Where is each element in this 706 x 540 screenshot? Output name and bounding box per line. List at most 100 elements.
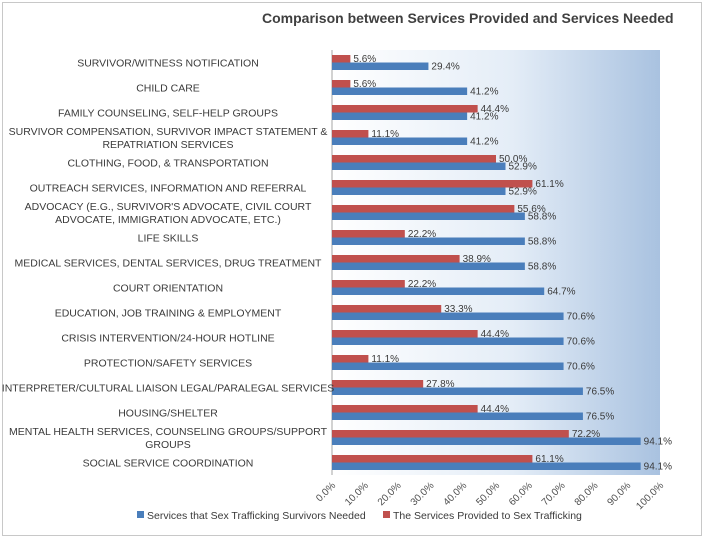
bar-provided <box>332 105 478 113</box>
x-tick-label: 80.0% <box>573 480 601 508</box>
data-label-needed: 64.7% <box>547 287 575 298</box>
bar-provided <box>332 330 478 338</box>
chart-title: Comparison between Services Provided and… <box>262 10 674 26</box>
data-label-needed: 94.1% <box>644 462 672 473</box>
bar-provided <box>332 355 369 363</box>
x-tick-label: 60.0% <box>507 480 535 508</box>
data-label-needed: 76.5% <box>586 387 614 398</box>
bar-provided <box>332 430 569 438</box>
data-label-provided: 72.2% <box>572 429 600 440</box>
bar-provided <box>332 180 533 188</box>
bar-provided <box>332 80 351 88</box>
bar-needed <box>332 237 525 245</box>
data-label-provided: 33.3% <box>444 304 472 315</box>
data-label-provided: 11.1% <box>371 129 399 140</box>
data-label-needed: 70.6% <box>567 362 595 373</box>
bar-provided <box>332 455 533 463</box>
bar-provided <box>332 55 351 63</box>
x-tick-label: 30.0% <box>409 480 437 508</box>
legend-provided-label: The Services Provided to Sex Trafficking <box>393 510 582 522</box>
data-label-needed: 58.8% <box>528 237 556 248</box>
category-label: OUTREACH SERVICES, INFORMATION AND REFER… <box>30 183 307 195</box>
bar-needed <box>332 137 468 145</box>
bar-provided <box>332 305 442 313</box>
legend-needed-label: Services that Sex Trafficking Survivors … <box>147 510 366 522</box>
data-label-provided: 38.9% <box>463 254 491 265</box>
bar-needed <box>332 412 583 420</box>
category-label: HOUSING/SHELTER <box>118 408 218 420</box>
category-label: SURVIVOR/WITNESS NOTIFICATION <box>77 58 259 70</box>
bar-needed <box>332 112 468 120</box>
bar-provided <box>332 130 369 138</box>
data-label-provided: 61.1% <box>535 454 563 465</box>
x-tick-label: 40.0% <box>441 480 469 508</box>
bar-needed <box>332 287 545 295</box>
x-tick-label: 20.0% <box>376 480 404 508</box>
bar-provided <box>332 255 460 263</box>
data-label-needed: 29.4% <box>431 62 459 73</box>
data-label-provided: 55.6% <box>517 204 545 215</box>
data-label-provided: 22.2% <box>408 279 436 290</box>
data-label-needed: 41.2% <box>470 87 498 98</box>
category-label: EDUCATION, JOB TRAINING & EMPLOYMENT <box>55 308 282 320</box>
x-tick-label: 90.0% <box>605 480 633 508</box>
category-label: CLOTHING, FOOD, & TRANSPORTATION <box>67 158 268 170</box>
data-label-provided: 50.0% <box>499 154 527 165</box>
data-label-provided: 27.8% <box>426 379 454 390</box>
legend-needed-swatch <box>137 511 144 518</box>
x-tick-label: 10.0% <box>343 480 371 508</box>
bar-needed <box>332 187 506 195</box>
category-label: FAMILY COUNSELING, SELF-HELP GROUPS <box>58 108 278 120</box>
category-label: MENTAL HEALTH SERVICES, COUNSELING GROUP… <box>9 426 328 451</box>
bar-provided <box>332 380 424 388</box>
category-label: MEDICAL SERVICES, DENTAL SERVICES, DRUG … <box>15 258 322 270</box>
legend-provided-swatch <box>383 511 390 518</box>
data-label-provided: 44.4% <box>481 329 509 340</box>
data-label-needed: 58.8% <box>528 212 556 223</box>
category-label: CRISIS INTERVENTION/24-HOUR HOTLINE <box>61 333 274 345</box>
x-tick-label: 100.0% <box>634 480 666 512</box>
bar-provided <box>332 205 515 213</box>
data-label-needed: 94.1% <box>644 437 672 448</box>
x-tick-label: 0.0% <box>314 480 338 504</box>
bar-needed <box>332 337 564 345</box>
data-label-provided: 22.2% <box>408 229 436 240</box>
bar-provided <box>332 405 478 413</box>
bar-needed <box>332 362 564 370</box>
bar-needed <box>332 312 564 320</box>
category-label: ADVOCACY (E.G., SURVIVOR'S ADVOCATE, CIV… <box>25 201 312 226</box>
x-tick-label: 50.0% <box>474 480 502 508</box>
category-label: SURVIVOR COMPENSATION, SURVIVOR IMPACT S… <box>9 126 328 151</box>
bar-needed <box>332 212 525 220</box>
data-label-provided: 44.4% <box>481 404 509 415</box>
data-label-needed: 52.9% <box>509 187 537 198</box>
bar-needed <box>332 62 429 70</box>
bar-needed <box>332 462 641 470</box>
category-label: LIFE SKILLS <box>138 233 199 245</box>
data-label-needed: 41.2% <box>470 137 498 148</box>
category-label: PROTECTION/SAFETY SERVICES <box>84 358 252 370</box>
data-label-needed: 52.9% <box>509 162 537 173</box>
bar-provided <box>332 230 405 238</box>
data-label-provided: 61.1% <box>535 179 563 190</box>
data-label-needed: 70.6% <box>567 337 595 348</box>
data-label-provided: 44.4% <box>481 104 509 115</box>
data-label-needed: 41.2% <box>470 112 498 123</box>
data-label-provided: 11.1% <box>371 354 399 365</box>
bar-needed <box>332 437 641 445</box>
x-tick-label: 70.0% <box>540 480 568 508</box>
bar-provided <box>332 280 405 288</box>
bar-needed <box>332 387 583 395</box>
bar-needed <box>332 87 468 95</box>
bar-provided <box>332 155 496 163</box>
data-label-needed: 76.5% <box>586 412 614 423</box>
category-label: SOCIAL SERVICE COORDINATION <box>83 458 254 470</box>
category-label: CHILD CARE <box>136 83 200 95</box>
bar-needed <box>332 262 525 270</box>
data-label-needed: 58.8% <box>528 262 556 273</box>
category-label: INTERPRETER/CULTURAL LIAISON LEGAL/PARAL… <box>2 383 334 395</box>
data-label-needed: 70.6% <box>567 312 595 323</box>
data-label-provided: 5.6% <box>353 54 376 65</box>
data-label-provided: 5.6% <box>353 79 376 90</box>
